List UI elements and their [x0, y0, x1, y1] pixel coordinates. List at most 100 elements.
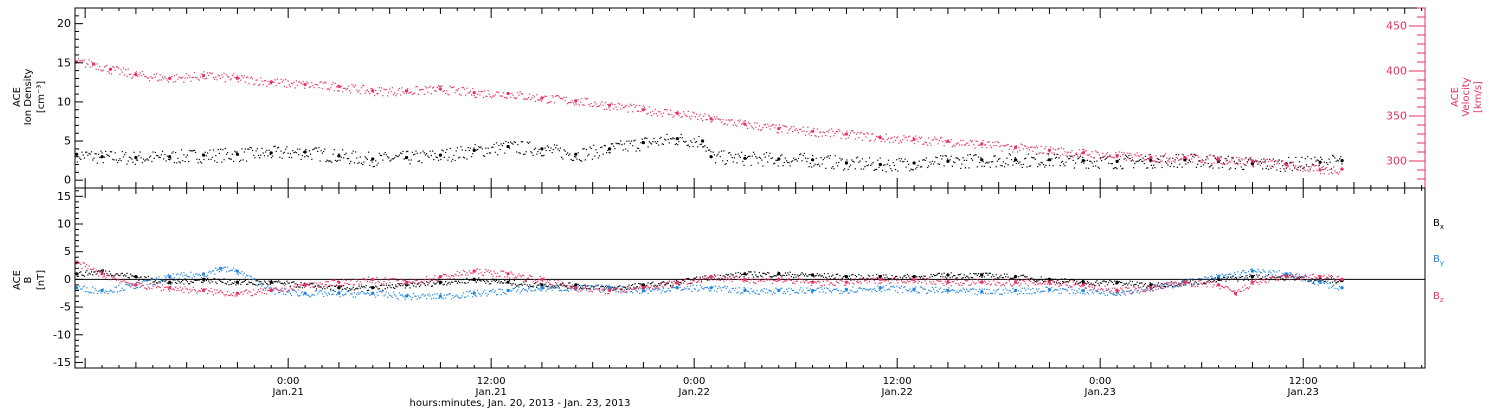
top-sample: [460, 146, 461, 147]
field-sample: [1058, 293, 1059, 294]
top-sample: [1302, 168, 1303, 169]
top-sample: [1235, 163, 1236, 164]
field-sample: [1095, 282, 1096, 283]
top-sample: [1296, 168, 1297, 169]
top-sample: [719, 119, 720, 120]
top-sample: [260, 77, 261, 78]
field-sample: [746, 290, 747, 291]
field-sample: [1009, 279, 1010, 280]
top-sample: [964, 145, 965, 146]
field-sample: [1138, 290, 1139, 291]
field-sample: [682, 279, 683, 280]
top-sample: [348, 86, 349, 87]
top-sample: [408, 159, 409, 160]
top-sample: [1227, 163, 1228, 164]
top-sample: [1165, 153, 1166, 154]
top-sample: [710, 151, 711, 152]
field-sample: [1079, 288, 1080, 289]
top-sample: [1319, 165, 1320, 166]
field-sample: [644, 291, 645, 292]
top-sample: [388, 157, 389, 158]
field-sample: [1116, 295, 1117, 296]
top-sample: [488, 90, 489, 91]
field-sample: [389, 285, 390, 286]
field-sample: [799, 275, 800, 276]
field-sample: [568, 283, 569, 284]
field-sample: [366, 279, 367, 280]
field-sample: [1171, 285, 1172, 286]
field-sample: [171, 282, 172, 283]
top-sample: [971, 158, 972, 159]
top-sample: [472, 88, 473, 89]
field-sample: [805, 293, 806, 294]
field-sample: [340, 296, 341, 297]
top-sample: [642, 139, 643, 140]
top-sample: [1244, 158, 1245, 159]
field-sample: [402, 279, 403, 280]
top-sample: [566, 97, 567, 98]
field-sample: [936, 290, 937, 291]
field-sample: [77, 276, 78, 277]
field-sample: [582, 285, 583, 286]
field-sample: [1204, 276, 1205, 277]
field-sample: [1248, 271, 1249, 272]
top-sample: [681, 134, 682, 135]
top-sample: [479, 147, 480, 148]
top-point: [473, 149, 476, 152]
field-sample: [280, 289, 281, 290]
top-sample: [251, 77, 252, 78]
top-sample: [93, 158, 94, 159]
field-sample: [1214, 280, 1215, 281]
field-sample: [533, 286, 534, 287]
field-sample: [664, 284, 665, 285]
top-sample: [212, 73, 213, 74]
top-sample: [605, 145, 606, 146]
field-sample: [671, 282, 672, 283]
field-sample: [997, 277, 998, 278]
top-sample: [428, 157, 429, 158]
top-sample: [1024, 145, 1025, 146]
field-sample: [1223, 277, 1224, 278]
field-sample: [380, 285, 381, 286]
top-sample: [941, 137, 942, 138]
field-sample: [492, 278, 493, 279]
field-sample: [693, 285, 694, 286]
field-sample: [263, 284, 264, 285]
top-sample: [938, 163, 939, 164]
top-sample: [878, 136, 879, 137]
top-sample: [98, 154, 99, 155]
field-sample: [1289, 272, 1290, 273]
field-sample: [325, 293, 326, 294]
field-sample: [868, 275, 869, 276]
top-sample: [594, 102, 595, 103]
field-sample: [548, 286, 549, 287]
field-sample: [1210, 276, 1211, 277]
top-sample: [130, 157, 131, 158]
field-sample: [278, 290, 279, 291]
top-sample: [829, 129, 830, 130]
field-sample: [195, 290, 196, 291]
top-sample: [158, 157, 159, 158]
top-sample: [709, 149, 710, 150]
top-sample: [368, 152, 369, 153]
field-sample: [327, 287, 328, 288]
top-sample: [431, 93, 432, 94]
field-sample: [688, 278, 689, 279]
top-sample: [507, 147, 508, 148]
top-sample: [582, 149, 583, 150]
top-sample: [651, 143, 652, 144]
field-sample: [87, 274, 88, 275]
top-sample: [1192, 162, 1193, 163]
top-sample: [430, 86, 431, 87]
field-sample: [289, 291, 290, 292]
field-sample: [1096, 280, 1097, 281]
top-sample: [597, 152, 598, 153]
top-sample: [788, 130, 789, 131]
top-sample: [640, 111, 641, 112]
field-sample: [752, 274, 753, 275]
field-sample: [1319, 279, 1320, 280]
field-sample: [430, 295, 431, 296]
field-sample: [760, 291, 761, 292]
top-sample: [1137, 152, 1138, 153]
top-sample: [623, 150, 624, 151]
